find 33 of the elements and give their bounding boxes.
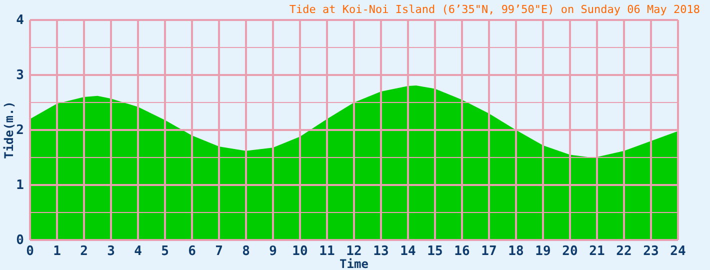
x-axis-title: Time [340, 257, 368, 270]
x-tick-label: 12 [346, 244, 362, 260]
x-tick-label: 3 [107, 244, 115, 260]
x-tick-label: 13 [373, 244, 389, 260]
y-tick-label: 3 [16, 68, 24, 84]
x-tick-label: 15 [427, 244, 443, 260]
x-tick-label: 11 [319, 244, 335, 260]
x-tick-label: 23 [643, 244, 659, 260]
y-tick-label: 4 [16, 13, 24, 28]
y-tick-label: 0 [16, 233, 24, 248]
x-tick-label: 16 [454, 244, 470, 260]
x-tick-label: 21 [589, 244, 605, 260]
x-tick-label: 7 [215, 244, 223, 260]
y-tick-label: 1 [16, 178, 24, 194]
x-tick-label: 22 [616, 244, 632, 260]
x-tick-label: 17 [481, 244, 497, 260]
x-tick-label: 14 [400, 244, 416, 260]
x-tick-label: 18 [508, 244, 524, 260]
x-tick-label: 6 [188, 244, 196, 260]
x-tick-label: 10 [292, 244, 308, 260]
x-tick-label: 0 [26, 244, 34, 260]
chart-title: Tide at Koi-Noi Island (6’35"N, 99’50"E) on Sunday 06 May 2018 [289, 3, 700, 16]
x-tick-label: 1 [53, 244, 62, 260]
x-tick-label: 4 [134, 244, 142, 260]
x-tick-label: 5 [161, 244, 169, 260]
x-tick-label: 9 [269, 244, 277, 260]
y-tick-label: 2 [16, 123, 24, 138]
x-tick-label: 2 [80, 244, 88, 260]
x-tick-label: 24 [670, 244, 686, 260]
x-tick-label: 8 [242, 244, 250, 260]
x-tick-label: 19 [535, 244, 551, 260]
x-tick-label: 20 [562, 244, 578, 260]
y-axis-title: Tide(m.) [2, 101, 16, 159]
